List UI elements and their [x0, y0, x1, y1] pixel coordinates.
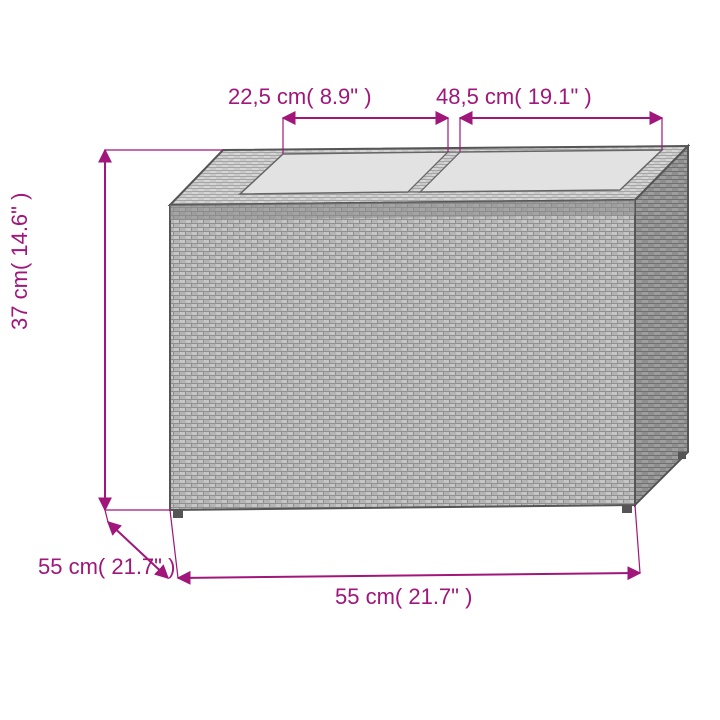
dim-label-height: 37 cm( 14.6" ) — [8, 193, 32, 330]
foot — [173, 510, 183, 518]
foot — [622, 505, 632, 513]
dim-label-depth: 55 cm( 21.7" ) — [38, 555, 175, 579]
dimension-diagram: 37 cm( 14.6" ) 55 cm( 21.7" ) 55 cm( 21.… — [0, 0, 720, 720]
dim-label-glass-width: 22,5 cm( 8.9" ) — [228, 85, 372, 109]
dim-line-width — [178, 573, 640, 578]
face-front — [170, 200, 635, 510]
dim-label-width: 55 cm( 21.7" ) — [335, 585, 472, 609]
dim-label-glass-depth: 48,5 cm( 19.1" ) — [436, 85, 592, 109]
face-side — [635, 146, 688, 505]
foot — [678, 452, 686, 459]
